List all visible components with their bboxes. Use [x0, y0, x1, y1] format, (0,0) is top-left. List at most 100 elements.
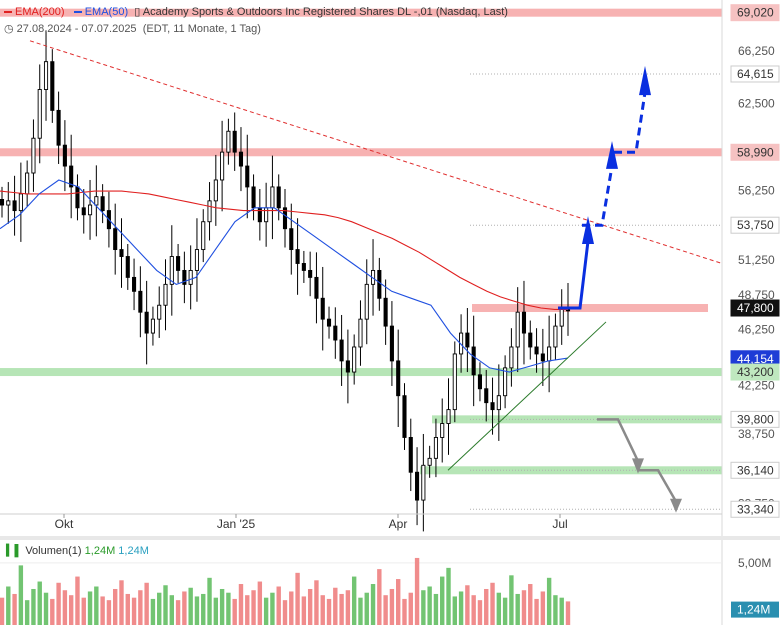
- volume-bar: [62, 590, 68, 625]
- volume-bar: [68, 595, 74, 625]
- forecast-down-arrow: [597, 418, 640, 462]
- volume-bar: [377, 569, 382, 625]
- price-axis-tick: 42,250: [738, 378, 775, 392]
- volume-bar: [75, 576, 80, 625]
- volume-bar: [125, 593, 130, 625]
- volume-bar: [251, 590, 256, 625]
- volume-label: Volumen(1): [25, 545, 82, 557]
- candle-body: [264, 207, 269, 223]
- volume-bar: [471, 595, 476, 625]
- candle-body: [503, 367, 508, 397]
- price-axis-background: [722, 0, 780, 536]
- candle-body: [207, 200, 212, 223]
- volume-bar: [301, 596, 307, 625]
- candle-body: [138, 290, 143, 313]
- volume-bar: [477, 600, 483, 625]
- volume-last-box: [731, 601, 779, 618]
- price-label-box: [730, 143, 780, 161]
- ema50-line: [0, 179, 569, 373]
- price-label: 69,020: [737, 6, 774, 20]
- price-axis-tick: 51,250: [738, 253, 775, 267]
- price-axis-tick: 62,500: [738, 96, 775, 110]
- support-zone: [432, 415, 722, 424]
- candle-body: [421, 464, 426, 501]
- price-label-box: [730, 363, 780, 381]
- volume-bar: [157, 592, 162, 625]
- x-axis-label: Apr: [389, 517, 408, 531]
- date-range: 27.08.2024 - 07.07.2025: [16, 23, 137, 35]
- candle-body: [333, 325, 338, 341]
- candle-body: [289, 228, 294, 251]
- volume-bar: [37, 581, 42, 625]
- candle-body: [62, 144, 67, 167]
- x-axis-label: Okt: [55, 517, 74, 531]
- volume-bar: [43, 592, 49, 625]
- candle-body: [125, 256, 130, 278]
- ema200-swatch: [4, 11, 12, 14]
- volume-bar: [421, 590, 426, 625]
- candle-body: [276, 186, 281, 209]
- downtrend-line: [29, 40, 723, 264]
- candle-body: [182, 269, 187, 285]
- candle-body: [245, 165, 250, 188]
- price-label: 43,200: [737, 365, 774, 379]
- volume-bar: [56, 582, 61, 625]
- volume-bar: [257, 581, 263, 625]
- forecast-up-arrowhead: [582, 216, 594, 244]
- candle-body: [339, 339, 344, 362]
- price-axis-tick: 56,250: [738, 183, 775, 197]
- volume-bar: [245, 595, 250, 625]
- x-axis-label: Jan '25: [217, 517, 256, 531]
- candle-body: [113, 228, 118, 251]
- candle-body: [364, 283, 369, 320]
- volume-bar: [452, 596, 457, 625]
- candle-body: [377, 269, 382, 299]
- volume-bar: [446, 567, 451, 625]
- candle-body: [257, 207, 262, 223]
- x-axis-label: Jul: [552, 517, 567, 531]
- volume-bar: [408, 592, 413, 625]
- volume-bar: [201, 593, 206, 625]
- volume-bar: [465, 585, 470, 625]
- price-axis-tick: 48,750: [738, 288, 775, 302]
- volume-bar: [94, 586, 99, 625]
- candle-body: [94, 196, 99, 206]
- candle-body: [12, 200, 17, 212]
- price-label: 53,750: [737, 218, 774, 232]
- candle-body: [69, 165, 74, 188]
- candle-body: [540, 353, 545, 362]
- candle-body: [81, 207, 86, 216]
- clock-icon: ◷: [4, 23, 14, 35]
- candle-body: [100, 196, 105, 212]
- volume-bar: [490, 582, 495, 625]
- volume-bar: [528, 584, 533, 625]
- volume-bar: [131, 597, 137, 625]
- volume-bar: [219, 588, 225, 625]
- volume-bar: [515, 593, 520, 625]
- volume-bar: [458, 591, 464, 625]
- price-label: 58,990: [737, 145, 774, 159]
- volume-bar: [295, 572, 300, 625]
- volume-bar: [427, 586, 432, 625]
- candle-body: [383, 297, 388, 327]
- candle-body: [201, 221, 206, 251]
- volume-bars-icon: ▍▌: [6, 545, 23, 557]
- price-label: 39,800: [737, 412, 774, 426]
- volume-bar: [12, 593, 17, 625]
- volume-value-1: 1,24M: [84, 545, 116, 557]
- support-zone: [0, 368, 722, 377]
- volume-bar: [307, 588, 313, 625]
- volume-bar: [389, 588, 395, 625]
- candle-body: [157, 304, 162, 320]
- candle-body: [31, 137, 36, 174]
- candle-body: [251, 186, 256, 209]
- candle-body: [352, 346, 357, 373]
- candle-body: [358, 318, 363, 348]
- volume-bar: [119, 580, 124, 625]
- volume-bar: [238, 584, 244, 625]
- volume-bar: [339, 593, 344, 625]
- ema200-label: EMA(200): [15, 6, 65, 18]
- forecast-up-arrowhead: [639, 65, 651, 96]
- volume-bar: [383, 595, 388, 625]
